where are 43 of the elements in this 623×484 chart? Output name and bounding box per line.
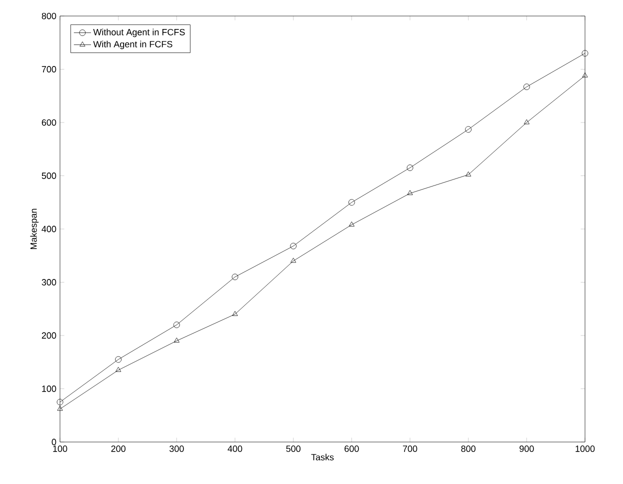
- point: [56, 398, 64, 406]
- y-tick-label: 400: [42, 226, 56, 232]
- y-tick-label: 800: [42, 12, 56, 20]
- x-tick-label: 1000: [576, 446, 595, 452]
- x-tick-label: 500: [286, 446, 300, 452]
- point: [466, 171, 472, 176]
- legend-label: Without Agent in FCFS: [93, 28, 185, 38]
- point: [406, 164, 414, 171]
- point: [174, 338, 180, 343]
- point: [524, 119, 530, 124]
- y-tick-label: 0: [52, 438, 56, 446]
- point: [582, 50, 588, 56]
- point: [348, 199, 355, 206]
- x-tick-label: 800: [461, 446, 476, 452]
- x-tick-label: 200: [111, 446, 126, 452]
- y-tick-label: 100: [42, 386, 56, 392]
- x-tick-label: 900: [520, 446, 534, 452]
- point: [232, 274, 238, 280]
- point: [407, 190, 413, 196]
- point: [232, 311, 238, 316]
- y-axis-title: Makespan: [30, 208, 39, 250]
- point: [582, 72, 588, 78]
- point: [173, 322, 180, 328]
- point: [348, 222, 354, 226]
- x-axis-title: Tasks: [311, 454, 334, 460]
- point: [57, 406, 63, 411]
- y-tick-label: 500: [42, 172, 56, 179]
- x-tick-label: 300: [170, 446, 184, 452]
- x-tick-label: 700: [402, 446, 418, 452]
- y-tick-label: 200: [42, 332, 56, 339]
- point: [116, 366, 122, 372]
- point: [115, 356, 122, 363]
- point: [290, 242, 297, 250]
- y-tick-label: 600: [42, 119, 56, 126]
- x-tick-label: 100: [53, 446, 68, 452]
- legend-label: With Agent in FCFS: [93, 40, 172, 50]
- x-tick-label: 600: [344, 446, 359, 452]
- y-tick-label: 300: [42, 279, 56, 286]
- x-tick-label: 400: [228, 446, 242, 452]
- point: [465, 126, 472, 133]
- point: [523, 84, 530, 90]
- point: [290, 258, 296, 263]
- y-tick-label: 700: [42, 66, 56, 72]
